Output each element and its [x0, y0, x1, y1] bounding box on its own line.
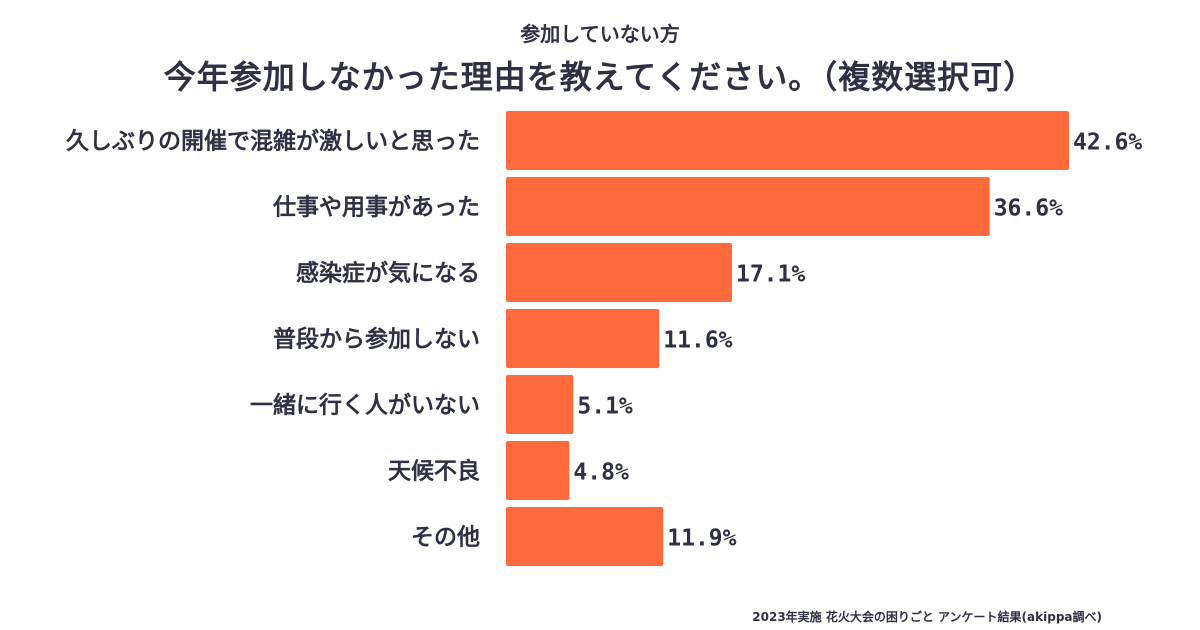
value-label: 4.8%: [573, 460, 629, 486]
bar: [506, 243, 732, 302]
chart-subtitle: 参加していない方: [520, 22, 680, 46]
value-label: 17.1%: [736, 262, 805, 288]
value-label: 36.6%: [994, 196, 1063, 222]
bar: [506, 507, 664, 566]
bar: [506, 309, 660, 368]
category-label: 仕事や用事があった: [272, 194, 480, 221]
bar: [506, 111, 1069, 170]
category-label: その他: [411, 525, 480, 551]
bar: [506, 441, 570, 500]
source-note: 2023年実施 花火大会の困りごと アンケート結果(akippa調べ): [752, 610, 1102, 624]
value-label: 42.6%: [1073, 130, 1142, 156]
chart-title: 今年参加しなかった理由を教えてください。（複数選択可）: [163, 58, 1037, 96]
category-label: 天候不良: [388, 458, 480, 485]
category-label: 感染症が気になる: [296, 260, 480, 287]
value-label: 11.6%: [663, 328, 732, 354]
bar: [506, 375, 574, 434]
value-label: 11.9%: [667, 526, 736, 552]
category-label: 一緒に行く人がいない: [250, 392, 480, 419]
value-label: 5.1%: [577, 394, 633, 420]
category-label: 久しぶりの開催で混雑が激しいと思った: [66, 128, 480, 155]
bar: [506, 177, 990, 236]
category-label: 普段から参加しない: [273, 326, 480, 353]
